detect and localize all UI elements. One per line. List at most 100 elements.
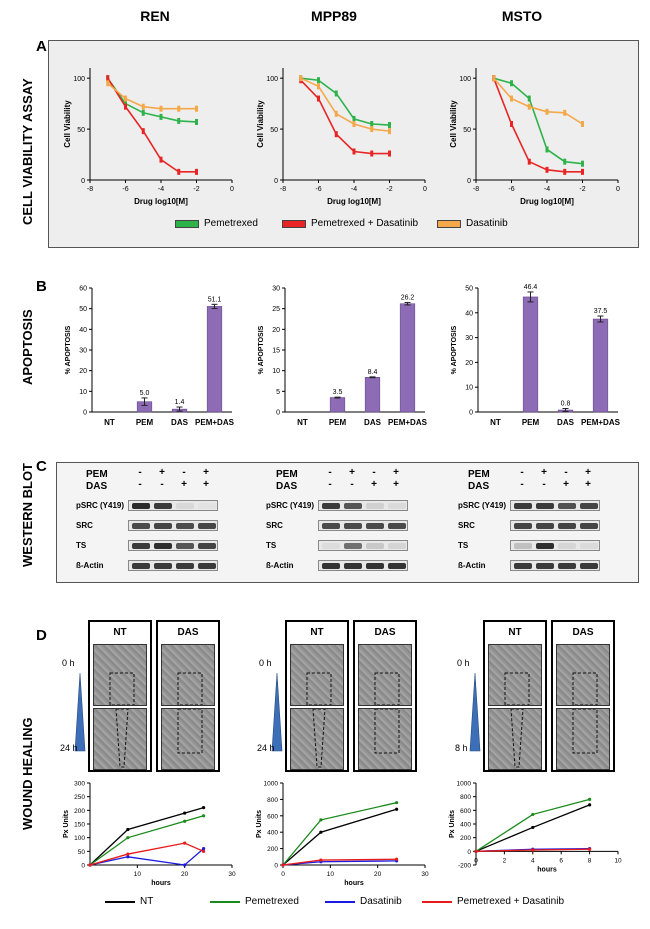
x-tick-label: -6 — [508, 186, 514, 193]
gap-region — [177, 709, 203, 754]
panel-letter-b: B — [36, 278, 47, 295]
blot-lane — [344, 543, 362, 549]
blot-lane — [580, 503, 598, 509]
point-nt — [183, 811, 187, 815]
blot-lane — [322, 503, 340, 509]
point-pemetrexed — [195, 118, 198, 125]
blot-lane — [176, 503, 194, 509]
point-pemetrexed-dasatinib — [183, 841, 187, 845]
gap-region — [312, 709, 326, 768]
y-tick-label: 100 — [73, 76, 85, 83]
legend-item-dasatinib: Dasatinib — [437, 218, 508, 229]
wound-gap-outline — [374, 672, 400, 705]
gap-region — [572, 709, 598, 754]
wound-legend-line-pem-das — [422, 900, 452, 903]
blot-lane — [154, 563, 172, 569]
wound-gap-outline — [572, 709, 598, 754]
y-tick-label: 0 — [469, 410, 473, 417]
y-tick-label: 250 — [74, 794, 85, 801]
point-pemetrexed-dasatinib — [588, 847, 592, 851]
x-tick-label: 0 — [281, 871, 285, 878]
y-tick-label: 1000 — [457, 781, 472, 788]
curve-dasatinib — [107, 82, 197, 110]
curve-pemetrexed — [300, 77, 390, 126]
wound-image-header: DAS — [572, 627, 594, 638]
wound-gap-outline — [115, 709, 129, 768]
point-pemetrexed-dasatinib — [581, 168, 584, 175]
y-tick-label: 800 — [267, 797, 278, 804]
point-pemetrexed — [352, 115, 356, 122]
legend-label-dasatinib: Dasatinib — [466, 218, 508, 229]
blot-lane — [176, 563, 194, 569]
pem-sign: - — [372, 467, 376, 478]
wound-legend-label-pem-das: Pemetrexed + Dasatinib — [457, 896, 565, 907]
bar-value-label: 5.0 — [140, 390, 150, 397]
blot-lane — [366, 503, 384, 509]
blot-lane — [154, 523, 172, 529]
point-dasatinib — [581, 121, 584, 127]
category-label: PEM+DAS — [195, 418, 235, 427]
bar-das — [364, 377, 381, 413]
y-tick-label: 20 — [79, 368, 87, 375]
x-tick-label: -4 — [158, 186, 164, 193]
y-tick-label: 0 — [467, 178, 471, 185]
y-tick-label: 300 — [74, 781, 85, 788]
blot-row-label: ß-Actin — [266, 561, 294, 570]
point-pemetrexed-dasatinib — [352, 148, 356, 155]
gap-region — [374, 709, 400, 754]
blot-band-ts — [510, 540, 600, 551]
point-dasatinib — [527, 103, 531, 110]
column-header-ren: REN — [140, 8, 170, 24]
y-tick-label: 10 — [272, 368, 280, 375]
legend-label-pem-das: Pemetrexed + Dasatinib — [311, 218, 419, 229]
blot-row-label: SRC — [76, 521, 93, 530]
y-tick-label: 30 — [465, 335, 473, 342]
y-tick-label: 50 — [79, 306, 87, 313]
y-tick-label: 400 — [460, 822, 471, 829]
y-axis-label: Px Units — [256, 810, 263, 838]
y-tick-label: 40 — [79, 327, 87, 334]
y-tick-label: 600 — [267, 813, 278, 820]
blot-lane — [366, 523, 384, 529]
bar-value-label: 46.4 — [524, 284, 538, 291]
x-tick-label: -2 — [193, 186, 199, 193]
wound-image-box-das: DAS — [156, 620, 220, 772]
category-label: PEM — [136, 418, 154, 427]
curve-pemetrexed — [493, 77, 583, 165]
blot-band-src — [318, 520, 408, 531]
x-tick-label: 0 — [474, 857, 478, 864]
point-pemetrexed-dasatinib — [388, 150, 391, 157]
das-label: DAS — [468, 481, 490, 492]
wound-image-header: DAS — [177, 627, 199, 638]
point-pemetrexed — [177, 117, 181, 124]
x-tick-label: 0 — [230, 186, 234, 193]
side-label-western: WESTERN BLOT — [20, 463, 35, 567]
x-tick-label: -2 — [386, 186, 392, 193]
x-axis-label: hours — [344, 880, 364, 887]
y-tick-label: 20 — [272, 327, 280, 334]
bar-value-label: 8.4 — [368, 369, 378, 376]
wound-image-start — [161, 644, 215, 706]
pem-sign: + — [349, 467, 355, 478]
time-label-start: 0 h — [259, 658, 272, 668]
point-pemetrexed — [563, 158, 567, 165]
point-dasatinib — [334, 110, 338, 117]
point-pemetrexed — [531, 812, 535, 817]
apoptosis-chart-ren: 0 10 20 30 40 50 60 % APOPTOSIS NT 5.0 PEM 1.4 DAS 51… — [65, 286, 235, 428]
wound-image-box-nt: NT — [88, 620, 152, 772]
wound-image-start — [93, 644, 147, 706]
blot-row-label: ß-Actin — [76, 561, 104, 570]
point-dasatinib — [195, 105, 198, 112]
panel-letter-d: D — [36, 627, 47, 644]
wound-gap-outline — [504, 672, 530, 705]
x-tick-label: 0 — [423, 186, 427, 193]
side-label-apoptosis: APOPTOSIS — [20, 309, 35, 385]
line-nt — [89, 806, 204, 866]
y-tick-label: 40 — [465, 310, 473, 317]
x-tick-label: -8 — [280, 186, 286, 193]
x-tick-label: -8 — [473, 186, 479, 193]
line-pemetrexed-dasatinib — [89, 842, 204, 866]
x-tick-label: 20 — [374, 871, 382, 878]
wound-image-start — [290, 644, 344, 706]
y-axis-label: % APOPTOSIS — [65, 325, 72, 374]
